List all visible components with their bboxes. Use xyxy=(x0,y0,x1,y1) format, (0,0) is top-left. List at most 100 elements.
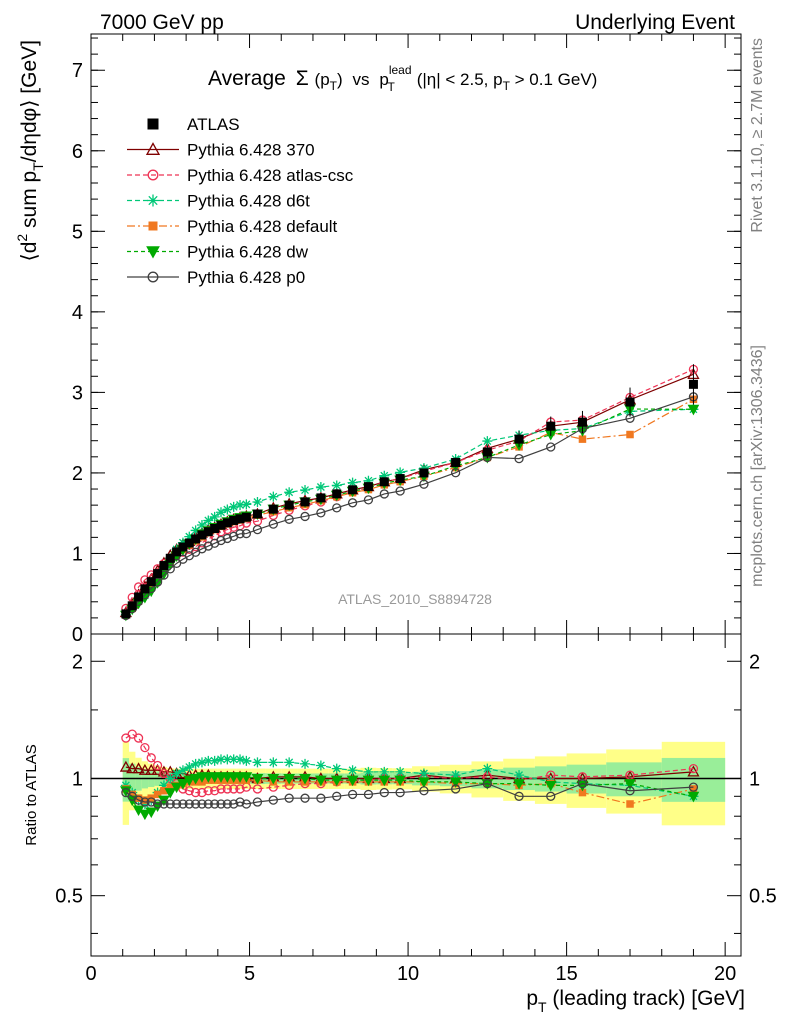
legend-marker-data xyxy=(147,118,159,130)
y-tick-label: 0 xyxy=(72,624,83,646)
ratio-series-point xyxy=(235,784,245,794)
data-point xyxy=(203,527,213,537)
data-point xyxy=(121,609,131,619)
series-point xyxy=(626,430,634,439)
series-point xyxy=(222,504,233,515)
ratio-series-point xyxy=(222,784,232,794)
series-point xyxy=(482,436,493,447)
ratio-series-point xyxy=(688,782,699,792)
ratio-band-inner xyxy=(122,758,130,802)
y-tick-label: 6 xyxy=(72,141,83,163)
ratio-tick-label-right: 1 xyxy=(749,768,760,790)
ratio-tick-label-right: 0.5 xyxy=(749,886,777,908)
analysis-label: ATLAS_2010_S8894728 xyxy=(338,591,492,607)
legend-label: Pythia 6.428 dw xyxy=(187,243,309,262)
ratio-series-point xyxy=(141,796,149,804)
ratio-plot-frame xyxy=(90,633,742,957)
ratio-series-point xyxy=(450,770,461,781)
series-point xyxy=(395,467,406,478)
ratio-series-point xyxy=(347,789,358,800)
data-point xyxy=(191,534,201,544)
ratio-series-point xyxy=(315,775,327,787)
ratio-series-point xyxy=(203,755,214,766)
x-tick-labels: 0 5 10 15 20 xyxy=(85,963,736,985)
series-point xyxy=(235,529,245,539)
ratio-series-point xyxy=(394,775,406,787)
data-point xyxy=(316,493,326,503)
ratio-series-point xyxy=(190,799,201,809)
ratio-series-point xyxy=(160,787,168,795)
main-plot: Average Σ (pT) vs plead T (|η| < 2.5, pT … xyxy=(14,33,742,646)
ratio-series-point xyxy=(268,757,279,768)
ratio-series-point xyxy=(546,791,556,801)
ratio-series-point xyxy=(222,754,233,765)
ratio-series-point xyxy=(378,775,391,787)
series-point xyxy=(331,480,342,491)
data-point xyxy=(395,474,405,484)
ratio-series-point xyxy=(482,778,492,789)
data-point xyxy=(284,500,294,510)
ratio-series-point xyxy=(152,799,163,809)
data-point xyxy=(210,523,220,533)
ratio-tick-label: 2 xyxy=(72,651,83,673)
legend-marker xyxy=(148,221,158,231)
legend-label: Pythia 6.428 default xyxy=(187,217,338,236)
ratio-series-point xyxy=(362,775,375,787)
ratio-series-point xyxy=(164,788,177,799)
data-point xyxy=(514,434,524,444)
y-axis-label: ⟨d2 sum pT/dηdφ⟩ [GeV] xyxy=(14,40,46,261)
data-point xyxy=(127,601,137,611)
ratio-series-point xyxy=(133,733,144,743)
series-point xyxy=(216,507,226,518)
ratio-series-point xyxy=(139,809,151,821)
data-point xyxy=(241,512,251,522)
ratio-series-point xyxy=(252,784,263,794)
plot-title: Average Σ (pT) vs plead T (|η| < 2.5, pT … xyxy=(208,63,597,96)
ratio-series-point xyxy=(216,799,226,809)
ratio-series-point xyxy=(152,760,163,771)
ratio-series-point xyxy=(419,786,429,796)
ratio-series-point xyxy=(216,784,226,794)
ratio-tick-label: 0.5 xyxy=(55,886,83,908)
series-point xyxy=(203,515,214,526)
data-point xyxy=(184,538,194,548)
ratio-series-point xyxy=(132,762,145,774)
ratio-series-point xyxy=(514,770,525,781)
ratio-series-point xyxy=(165,799,175,809)
ratio-series-point xyxy=(450,784,461,794)
data-point xyxy=(451,457,461,467)
ratio-series-point xyxy=(146,753,156,763)
ratio-series-point xyxy=(331,763,342,774)
data-point xyxy=(222,518,232,528)
series-point xyxy=(363,475,374,486)
ratio-series-point xyxy=(190,787,201,798)
series-point xyxy=(228,501,239,512)
series-point xyxy=(252,524,263,535)
legend-marker xyxy=(146,246,160,259)
series-point xyxy=(315,482,326,493)
ratio-series-point xyxy=(346,775,359,787)
series-point xyxy=(268,519,278,529)
data-point xyxy=(134,592,144,602)
data-point xyxy=(140,584,150,594)
ratio-series-point xyxy=(626,800,634,808)
series-line xyxy=(125,408,694,616)
series-point xyxy=(235,500,246,511)
ratio-tick-label-right: 2 xyxy=(749,651,760,673)
data-point xyxy=(252,509,262,519)
ratio-series-point xyxy=(300,793,310,803)
ratio-series-point xyxy=(216,754,226,765)
x-tick-label: 0 xyxy=(85,963,96,985)
ratio-series-point xyxy=(577,778,588,789)
legend-marker xyxy=(145,142,161,155)
data-point xyxy=(348,485,358,495)
ratio-series-point xyxy=(418,768,429,779)
ratio-series-point xyxy=(159,799,169,809)
series-point xyxy=(268,491,279,502)
y-tick-label: 2 xyxy=(72,463,83,485)
ratio-axis-ticks: 0.5 0.5 1 1 2 2 xyxy=(55,634,777,956)
ratio-series-point xyxy=(379,787,389,798)
x-tick-label: 10 xyxy=(397,963,419,985)
ratio-series-point xyxy=(183,775,196,787)
legend-label: Pythia 6.428 370 xyxy=(187,141,315,160)
